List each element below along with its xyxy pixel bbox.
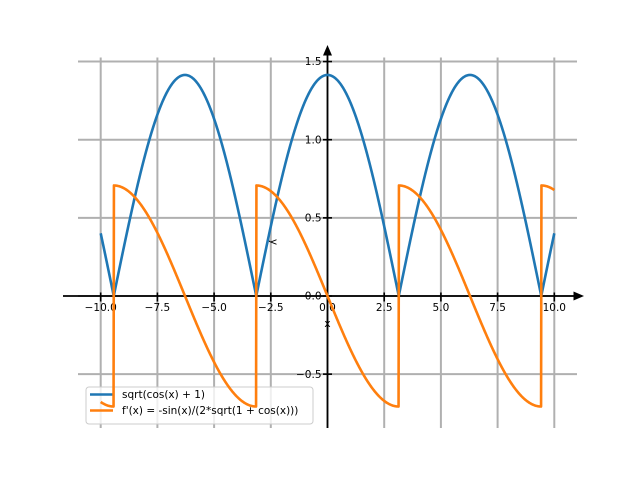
x-tick-label: −7.5 [145,302,171,314]
legend: sqrt(cos(x) + 1) f'(x) = -sin(x)/(2*sqrt… [85,386,314,425]
x-tick-label: 5.0 [433,302,450,314]
curve-1 [99,184,556,408]
y-axis-label: y [268,239,280,245]
y-tick-label: 0.0 [305,291,322,303]
y-tick-label: 1.5 [305,56,322,68]
x-tick-label: −5.0 [201,302,227,314]
x-tick-label: 7.5 [489,302,506,314]
y-tick-label: 1.0 [305,134,322,146]
curves-layer [99,73,556,408]
x-tick-label: 2.5 [376,302,393,314]
y-tick-label: −0.5 [296,369,322,381]
y-axis-arrowhead [323,45,332,56]
legend-label-1: f'(x) = -sin(x)/(2*sqrt(1 + cos(x))) [122,405,298,417]
x-tick-label: −2.5 [258,302,284,314]
y-tick-label: 0.5 [305,212,322,224]
x-axis-label: x [324,318,330,330]
curve-0 [99,73,556,297]
x-tick-label: −10.0 [85,302,117,314]
legend-label-0: sqrt(cos(x) + 1) [122,389,205,401]
axes-layer: −10.0 −7.5 −5.0 −2.5 0.0 2.5 5.0 7.5 10.0−0.50.0… [63,45,584,428]
x-tick-label: 10.0 [543,302,566,314]
x-axis-arrowhead [573,291,584,301]
